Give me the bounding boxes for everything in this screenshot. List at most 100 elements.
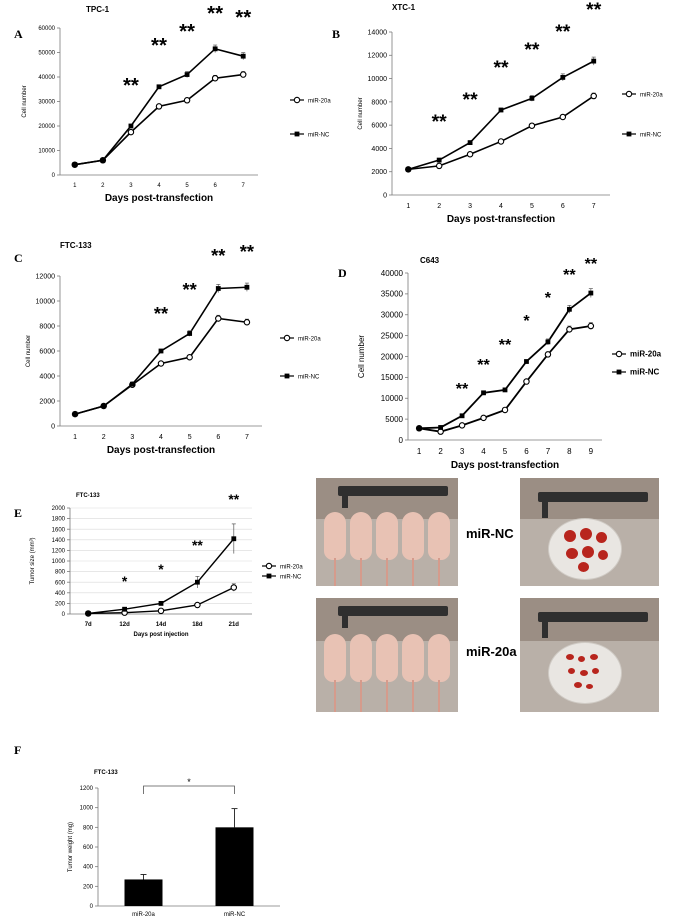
chart-d-y-axis-label: Cell number xyxy=(357,335,366,378)
chart-a-significance-4: ** xyxy=(235,6,251,29)
chart-e-series-0-point-2 xyxy=(157,607,165,615)
chart-b-series-0-point-3 xyxy=(497,138,505,145)
chart-a-series-0-point-4 xyxy=(183,97,191,104)
chart-d-series-1-point-0 xyxy=(416,425,422,431)
chart-d-significance-0: ** xyxy=(456,380,469,398)
chart-b-x-tick-label-4: 5 xyxy=(530,203,534,210)
chart-b-significance-2: ** xyxy=(493,57,509,79)
chart-e-legend-label-1: miR-NC xyxy=(280,575,302,581)
chart-a-series-0-point-2 xyxy=(127,128,135,136)
photo-label-mir-20a: miR-20a xyxy=(466,644,517,659)
chart-b-series-0-point-4 xyxy=(528,122,536,129)
chart-b-series-0-point-1 xyxy=(435,162,443,170)
chart-b-x-tick-label-3: 4 xyxy=(499,203,503,210)
chart-a-y-tick-label-1: 10000 xyxy=(38,149,55,155)
chart-b-y-tick-label-1: 2000 xyxy=(371,169,387,176)
chart-b-series-1-point-2 xyxy=(467,140,473,146)
chart-c-y-tick-label-1: 2000 xyxy=(39,398,55,405)
chart-c-legend-label-0: miR-20a xyxy=(298,337,321,343)
chart-d-x-tick-label-8: 9 xyxy=(589,447,594,456)
chart-c-y-axis-label: Cell number xyxy=(26,335,32,367)
chart-a-series-1-point-2 xyxy=(128,123,134,129)
chart-e-x-tick-label-1: 12d xyxy=(119,622,130,628)
chart-e-legend-series-1-point-0 xyxy=(266,573,272,579)
chart-d-series-0-point-8 xyxy=(587,322,595,330)
chart-b-y-tick-label-3: 6000 xyxy=(371,123,387,130)
chart-b-legend-series-0-point-0 xyxy=(625,90,633,98)
chart-c-x-axis-label: Days post-transfection xyxy=(107,445,215,456)
chart-e-y-axis-label: Tumor size (mm³) xyxy=(30,537,36,584)
chart-d-y-tick-label-6: 30000 xyxy=(381,311,404,320)
chart-c-series-1-point-3 xyxy=(158,348,164,354)
chart-e-x-tick-label-0: 7d xyxy=(85,622,92,628)
chart-d-significance-4: * xyxy=(545,289,552,307)
chart-d-series-0-point-4 xyxy=(501,406,509,414)
chart-b-x-tick-label-5: 6 xyxy=(561,203,565,210)
chart-e-y-tick-label-8: 1600 xyxy=(52,527,66,533)
chart-f-x-tick-label-1: miR-NC xyxy=(224,912,246,918)
chart-f-y-tick-label-4: 800 xyxy=(83,825,94,831)
chart-a-x-tick-label-4: 5 xyxy=(185,183,189,189)
chart-a-significance-2: ** xyxy=(179,20,195,43)
chart-a-series-1-point-1 xyxy=(100,157,106,163)
chart-e-y-tick-label-9: 1800 xyxy=(52,517,66,523)
panel-letter-b: B xyxy=(332,27,340,41)
chart-a-series-1-point-5 xyxy=(212,46,218,52)
chart-b-series-0-point-6 xyxy=(590,92,597,100)
chart-f-significance-0: * xyxy=(187,777,191,787)
chart-d-y-tick-label-7: 35000 xyxy=(381,290,404,299)
chart-a-x-tick-label-0: 1 xyxy=(73,183,77,189)
chart-d-series-1-point-7 xyxy=(566,306,572,312)
panel-letter-c: C xyxy=(14,251,23,265)
chart-a-y-tick-label-5: 50000 xyxy=(38,51,55,57)
chart-a-legend-series-0-point-0 xyxy=(293,96,301,104)
chart-d-x-tick-label-5: 6 xyxy=(524,447,529,456)
chart-d-x-tick-label-3: 4 xyxy=(481,447,486,456)
chart-b-y-tick-label-4: 8000 xyxy=(371,99,387,106)
chart-a-y-tick-label-3: 30000 xyxy=(38,100,55,106)
chart-e-x-axis-label: Days post injection xyxy=(133,632,188,638)
chart-a-y-axis-label: Cell number xyxy=(22,85,28,117)
chart-e-series-1-point-2 xyxy=(158,601,164,606)
chart-a-series-0-point-5 xyxy=(211,74,219,82)
chart-b-series-1-point-5 xyxy=(560,75,566,80)
chart-c-significance-1: ** xyxy=(183,279,198,300)
chart-e-y-tick-label-10: 2000 xyxy=(52,506,66,512)
chart-b-y-tick-label-7: 14000 xyxy=(368,29,388,36)
chart-d-legend-label-1: miR-NC xyxy=(630,368,660,377)
panel-letter-d: D xyxy=(338,266,347,280)
chart-b-significance-0: ** xyxy=(432,111,448,133)
chart-c-x-tick-label-1: 2 xyxy=(102,434,106,441)
chart-e-significance-0: * xyxy=(122,573,128,589)
chart-d-x-tick-label-7: 8 xyxy=(567,447,572,456)
chart-c-series-1-point-1 xyxy=(101,403,107,409)
chart-c-y-tick-label-2: 4000 xyxy=(39,373,55,380)
chart-d-legend-series-0-point-0 xyxy=(615,350,623,358)
chart-b-x-axis-label: Days post-transfection xyxy=(447,214,555,225)
chart-b-y-tick-label-2: 4000 xyxy=(371,146,387,153)
chart-a-x-tick-label-3: 4 xyxy=(157,183,161,189)
chart-b-series-1-point-6 xyxy=(591,58,597,64)
chart-a-x-tick-label-5: 6 xyxy=(213,183,217,189)
chart-c-title: FTC-133 xyxy=(60,241,92,250)
chart-b-series-1-point-4 xyxy=(529,95,535,101)
chart-b-series-1-point-3 xyxy=(498,107,504,113)
chart-b-series-0-point-5 xyxy=(559,113,567,121)
chart-a-x-tick-label-1: 2 xyxy=(101,183,105,189)
chart-d-significance-2: ** xyxy=(499,336,512,354)
chart-c-legend-series-0-point-0 xyxy=(283,334,291,342)
chart-b-series-0-point-2 xyxy=(466,151,474,158)
chart-a-title: TPC-1 xyxy=(86,5,110,14)
chart-d-series-0-point-6 xyxy=(544,351,552,358)
chart-b-x-tick-label-0: 1 xyxy=(406,203,410,210)
chart-b-y-axis-label: Cell number xyxy=(358,97,364,129)
chart-f-bar-1 xyxy=(215,827,254,906)
chart-a-x-axis-label: Days post-transfection xyxy=(105,193,213,204)
chart-e-y-tick-label-2: 400 xyxy=(55,591,66,597)
chart-e-legend-series-0-point-0 xyxy=(265,562,273,570)
photo-mice-mir-nc xyxy=(316,478,458,586)
chart-a-series-0-point-6 xyxy=(239,71,247,78)
chart-c-series-0-point-3 xyxy=(157,360,165,367)
photo-tumors-mir-nc xyxy=(520,478,659,586)
